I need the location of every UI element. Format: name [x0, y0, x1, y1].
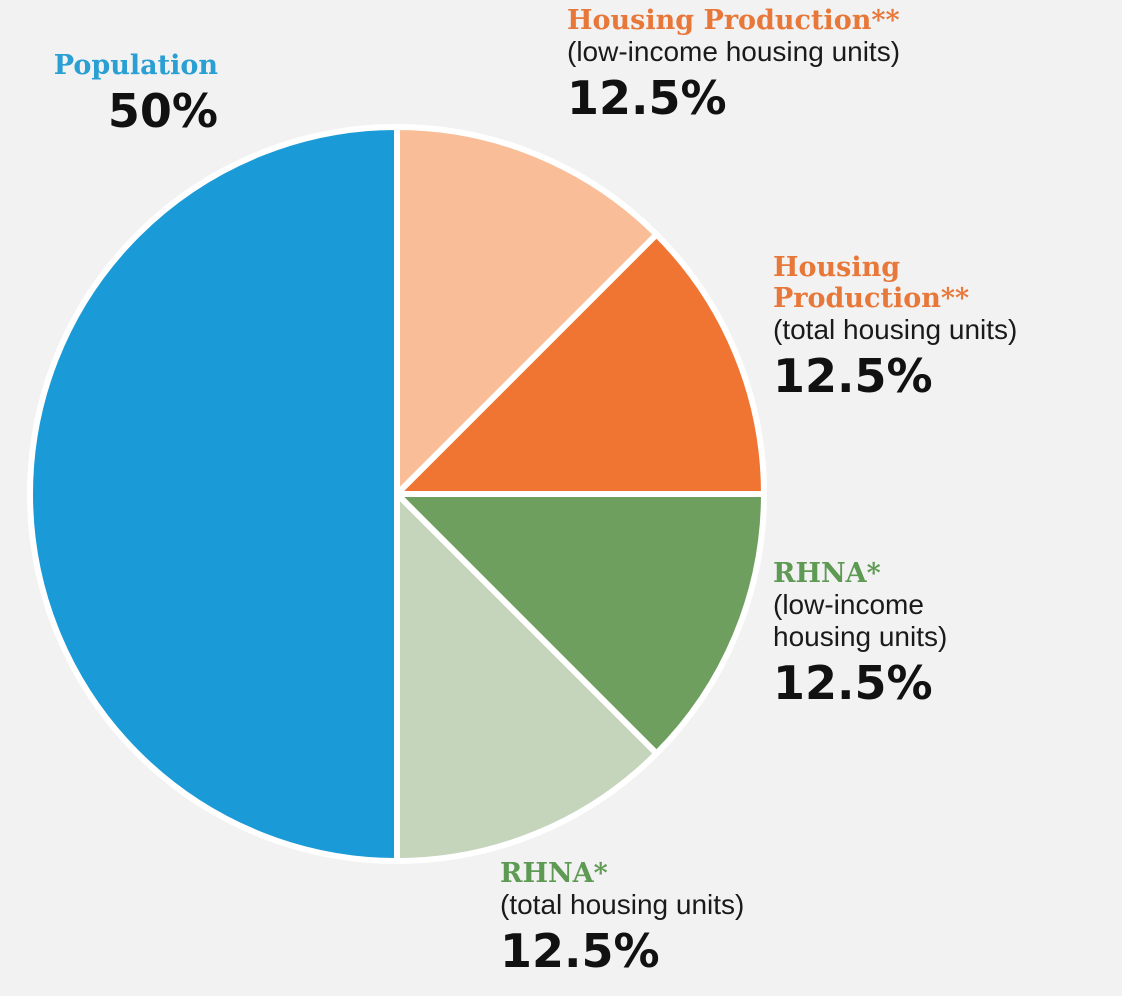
pie-slice: [27, 124, 400, 864]
value-label: 12.5%: [773, 349, 933, 403]
value-label: 12.5%: [500, 924, 660, 978]
pie-slice: [394, 491, 767, 757]
pie-slice: [394, 231, 767, 497]
category-description: (low-income housing units): [773, 589, 948, 652]
slice-label: Housing Production** (low-income housing …: [567, 5, 1087, 128]
category-name: Population: [53, 50, 218, 81]
category-name: Housing Production**: [773, 252, 970, 314]
slice-label: RHNA* (low-income housing units) 12.5%: [773, 558, 1013, 713]
slice-label: Population 50%: [18, 50, 218, 141]
pie-slice: [394, 491, 660, 864]
category-name: RHNA*: [773, 558, 881, 589]
slice-label: Housing Production** (total housing units…: [773, 252, 1073, 406]
value-label: 50%: [107, 84, 218, 138]
value-label: 12.5%: [567, 71, 727, 125]
value-label: 12.5%: [773, 656, 933, 710]
category-description: (total housing units): [500, 889, 745, 920]
pie-slice: [394, 124, 660, 497]
category-name: RHNA*: [500, 858, 608, 889]
category-description: (total housing units): [773, 314, 1018, 345]
category-name: Housing Production**: [567, 5, 900, 36]
slice-label: RHNA* (total housing units) 12.5%: [500, 858, 900, 981]
category-description: (low-income housing units): [567, 36, 901, 67]
